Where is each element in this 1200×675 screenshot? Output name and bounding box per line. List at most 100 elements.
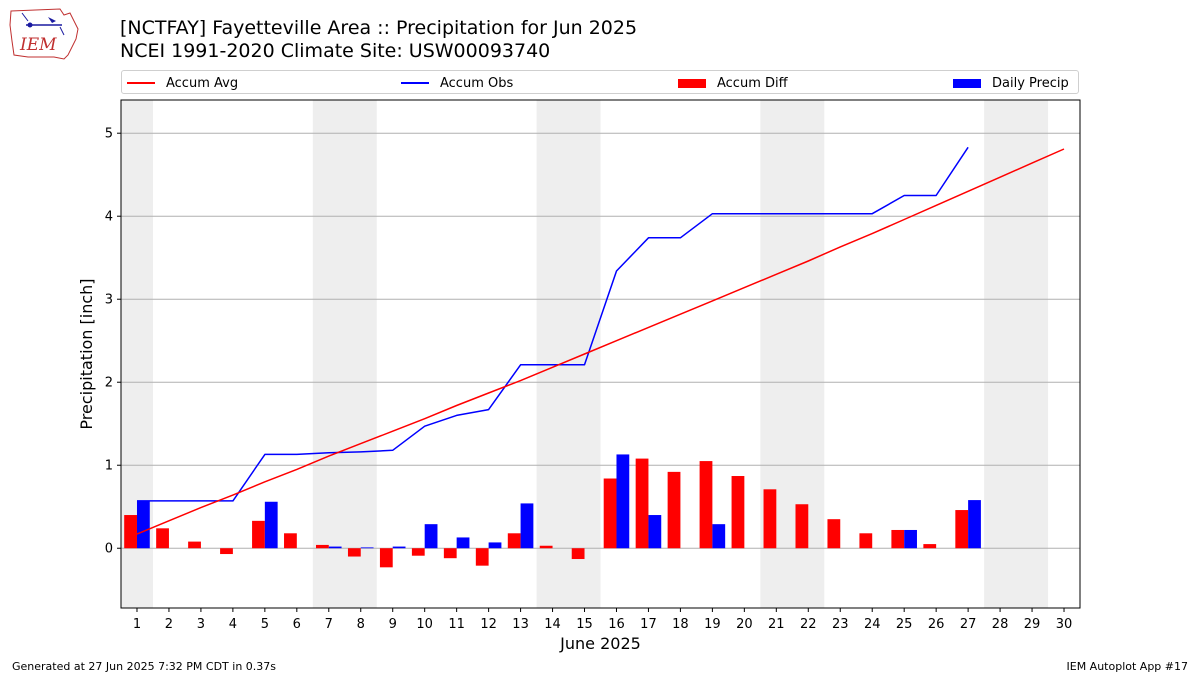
- legend-label-accum-obs: Accum Obs: [440, 75, 514, 91]
- bar-accum-diff-day-22: [795, 504, 809, 549]
- bar-accum-diff-day-9: [379, 548, 393, 568]
- x-tick-label-16: 16: [608, 617, 625, 632]
- bar-accum-diff-day-3: [188, 541, 201, 549]
- legend-label-accum-avg: Accum Avg: [166, 75, 239, 91]
- x-tick-label-4: 4: [229, 617, 237, 632]
- legend-swatch-daily-precip: [953, 78, 981, 88]
- bar-accum-diff-day-7: [315, 544, 329, 549]
- bar-daily-precip-day-17: [648, 515, 662, 549]
- bar-daily-precip-day-13: [520, 503, 534, 549]
- legend-item-accum-avg: Accum Avg: [127, 73, 238, 93]
- legend-label-accum-diff: Accum Diff: [717, 75, 788, 91]
- chart-title: [NCTFAY] Fayetteville Area :: Precipitat…: [120, 17, 638, 39]
- chart-legend: Accum Avg Accum Obs Accum Diff Daily Pre…: [121, 70, 1079, 94]
- weekend-shade-2: [312, 100, 377, 608]
- bar-accum-diff-day-2: [156, 528, 169, 549]
- bar-accum-diff-day-19: [699, 461, 713, 549]
- x-tick-label-26: 26: [928, 617, 945, 632]
- bar-accum-diff-day-11: [443, 548, 457, 559]
- iem-logo: IEM: [8, 5, 82, 61]
- x-tick-label-19: 19: [704, 617, 721, 632]
- x-tick-label-9: 9: [389, 617, 397, 632]
- bar-daily-precip-day-9: [392, 546, 406, 549]
- bar-accum-diff-day-13: [507, 533, 521, 549]
- x-tick-label-2: 2: [165, 617, 173, 632]
- x-tick-label-29: 29: [1024, 617, 1041, 632]
- bar-daily-precip-day-7: [328, 546, 342, 549]
- x-tick-label-27: 27: [960, 617, 977, 632]
- bar-accum-diff-day-6: [284, 533, 297, 549]
- legend-item-daily-precip: Daily Precip: [953, 73, 1069, 93]
- x-tick-label-23: 23: [832, 617, 849, 632]
- x-tick-label-5: 5: [261, 617, 269, 632]
- weekend-shade-3: [536, 100, 601, 608]
- x-tick-label-21: 21: [768, 617, 785, 632]
- x-tick-label-15: 15: [576, 617, 593, 632]
- svg-text:IEM: IEM: [19, 35, 57, 55]
- bar-accum-diff-day-1: [124, 515, 137, 549]
- x-tick-label-14: 14: [544, 617, 561, 632]
- x-tick-label-17: 17: [640, 617, 657, 632]
- bar-daily-precip-day-25: [904, 529, 917, 549]
- bar-accum-diff-day-23: [827, 519, 841, 549]
- x-tick-label-13: 13: [512, 617, 529, 632]
- bar-accum-diff-day-27: [955, 510, 969, 549]
- bar-accum-diff-day-4: [220, 548, 233, 555]
- bar-accum-diff-day-15: [571, 548, 585, 560]
- x-tick-label-1: 1: [133, 617, 141, 632]
- bar-daily-precip-day-27: [968, 500, 981, 549]
- x-tick-label-18: 18: [672, 617, 689, 632]
- bar-accum-diff-day-12: [475, 548, 489, 566]
- y-axis-label: Precipitation [inch]: [77, 278, 96, 429]
- x-tick-label-28: 28: [992, 617, 1009, 632]
- bar-daily-precip-day-12: [488, 542, 502, 549]
- legend-swatch-accum-avg: [127, 82, 155, 84]
- bar-accum-diff-day-5: [252, 520, 265, 549]
- y-tick-label-2: 2: [105, 376, 113, 391]
- y-tick-label-3: 3: [105, 293, 113, 308]
- bar-accum-diff-day-8: [347, 548, 361, 557]
- bar-accum-diff-day-24: [859, 533, 873, 549]
- x-tick-label-12: 12: [480, 617, 497, 632]
- bar-accum-diff-day-18: [667, 471, 681, 549]
- legend-label-daily-precip: Daily Precip: [992, 75, 1069, 91]
- bar-accum-diff-day-20: [731, 476, 745, 549]
- x-tick-label-24: 24: [864, 617, 881, 632]
- legend-item-accum-obs: Accum Obs: [401, 73, 513, 93]
- line-accum-obs: [137, 146, 969, 502]
- bar-accum-diff-day-16: [603, 478, 617, 549]
- generated-timestamp: Generated at 27 Jun 2025 7:32 PM CDT in …: [12, 660, 277, 673]
- x-tick-label-20: 20: [736, 617, 753, 632]
- bar-daily-precip-day-11: [456, 537, 470, 549]
- x-tick-label-22: 22: [800, 617, 817, 632]
- x-tick-label-3: 3: [197, 617, 205, 632]
- legend-swatch-accum-obs: [401, 82, 429, 84]
- x-tick-label-10: 10: [416, 617, 433, 632]
- bar-daily-precip-day-8: [360, 547, 374, 549]
- y-tick-label-4: 4: [105, 210, 113, 225]
- legend-swatch-accum-diff: [678, 78, 706, 88]
- bar-accum-diff-day-26: [923, 544, 937, 549]
- y-tick-label-1: 1: [105, 459, 113, 474]
- bar-accum-diff-day-10: [411, 548, 425, 556]
- legend-item-accum-diff: Accum Diff: [678, 73, 788, 93]
- line-accum-avg: [136, 148, 1065, 535]
- bar-daily-precip-day-10: [424, 524, 438, 549]
- bar-accum-diff-day-21: [763, 489, 777, 549]
- x-tick-label-11: 11: [448, 617, 465, 632]
- bar-accum-diff-day-17: [635, 458, 649, 549]
- bar-daily-precip-day-5: [264, 501, 278, 549]
- bar-daily-precip-day-19: [712, 524, 726, 549]
- bar-accum-diff-day-14: [539, 545, 553, 549]
- x-tick-label-7: 7: [325, 617, 333, 632]
- app-id-label: IEM Autoplot App #17: [1066, 660, 1189, 673]
- bar-accum-diff-day-25: [891, 529, 905, 549]
- weekend-shade-5: [984, 100, 1049, 608]
- x-tick-label-8: 8: [357, 617, 365, 632]
- x-axis-label: June 2025: [559, 634, 641, 653]
- y-tick-label-0: 0: [105, 542, 113, 557]
- x-tick-label-6: 6: [293, 617, 301, 632]
- y-tick-label-5: 5: [105, 127, 113, 142]
- x-tick-label-30: 30: [1056, 617, 1073, 632]
